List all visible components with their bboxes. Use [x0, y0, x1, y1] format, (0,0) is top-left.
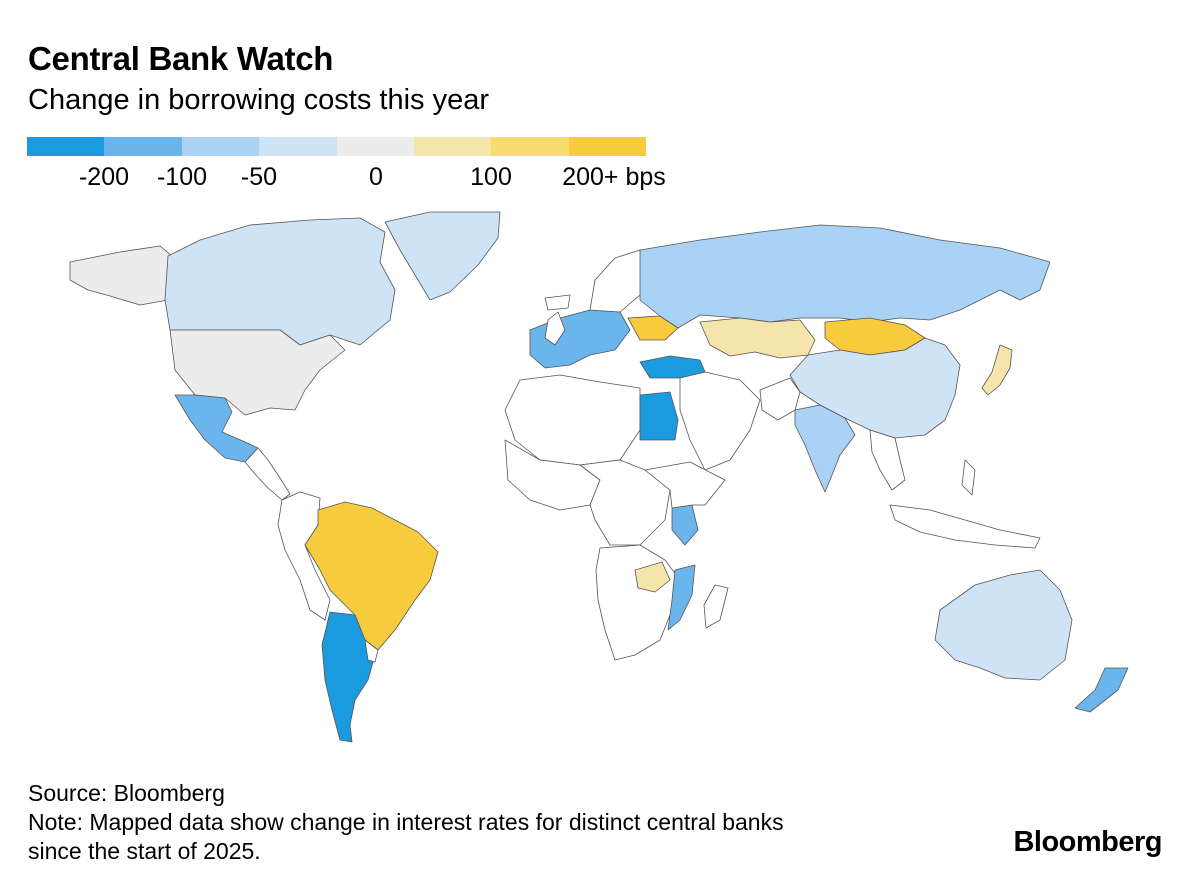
- region-greenland: [384, 211, 501, 301]
- region-japan: [981, 344, 1013, 396]
- legend-tick-label: -100: [156, 163, 208, 191]
- region-southeast-asia: [869, 429, 906, 491]
- region-south-america-west: [277, 491, 331, 621]
- region-iceland: [544, 294, 571, 311]
- region-uk: [544, 311, 566, 346]
- legend-tick-label: 0: [369, 163, 383, 191]
- world-map: [69, 211, 1129, 743]
- region-kenya: [671, 504, 699, 546]
- chart-title: Central Bank Watch: [28, 40, 334, 77]
- region-brazil: [304, 501, 439, 651]
- region-southern-africa: [595, 544, 681, 661]
- region-pakistan: [759, 377, 801, 421]
- legend-swatch: [181, 137, 260, 156]
- region-kazakhstan: [699, 317, 816, 359]
- region-middle-east: [679, 371, 761, 471]
- region-india: [794, 404, 856, 493]
- chart-subtitle: Change in borrowing costs this year: [28, 84, 490, 116]
- region-ukraine: [627, 315, 679, 341]
- region-new-zealand: [1074, 667, 1129, 713]
- region-australia: [934, 569, 1073, 681]
- legend-swatch: [27, 137, 105, 156]
- legend-tick-label: 100: [470, 163, 512, 191]
- region-uruguay: [364, 639, 379, 663]
- region-philippines: [961, 459, 976, 496]
- legend-labels: -200 -100 -50 0 100 200+ bps: [0, 163, 1200, 195]
- legend-tick-label: 200+ bps: [562, 163, 666, 191]
- region-mozambique: [667, 564, 696, 631]
- region-egypt: [639, 391, 679, 441]
- legend-swatch: [259, 137, 337, 156]
- note-line-2: since the start of 2025.: [28, 838, 261, 864]
- legend-color-scale: [27, 137, 646, 156]
- region-horn-africa: [644, 461, 726, 509]
- legend-swatch: [568, 137, 646, 156]
- region-russia: [639, 224, 1051, 329]
- legend-swatch: [491, 137, 569, 156]
- region-alaska: [69, 245, 173, 306]
- region-zambia: [634, 561, 671, 593]
- region-western-europe: [529, 309, 631, 369]
- region-madagascar: [703, 584, 729, 629]
- legend-tick-label: -200: [78, 163, 130, 191]
- region-mexico: [174, 394, 259, 463]
- source-text: Source: Bloomberg: [28, 780, 225, 806]
- note-line-1: Note: Mapped data show change in interes…: [28, 809, 784, 835]
- region-central-america: [244, 447, 291, 501]
- region-indonesia: [889, 504, 1041, 549]
- region-china: [789, 337, 961, 439]
- legend-swatch: [336, 137, 414, 156]
- legend-swatch: [413, 137, 492, 156]
- legend-swatch: [104, 137, 182, 156]
- bloomberg-logo: Bloomberg: [1013, 826, 1162, 858]
- legend-tick-label: -50: [240, 163, 278, 191]
- region-canada: [164, 217, 396, 346]
- footer-notes: Source: Bloomberg Note: Mapped data show…: [28, 779, 784, 866]
